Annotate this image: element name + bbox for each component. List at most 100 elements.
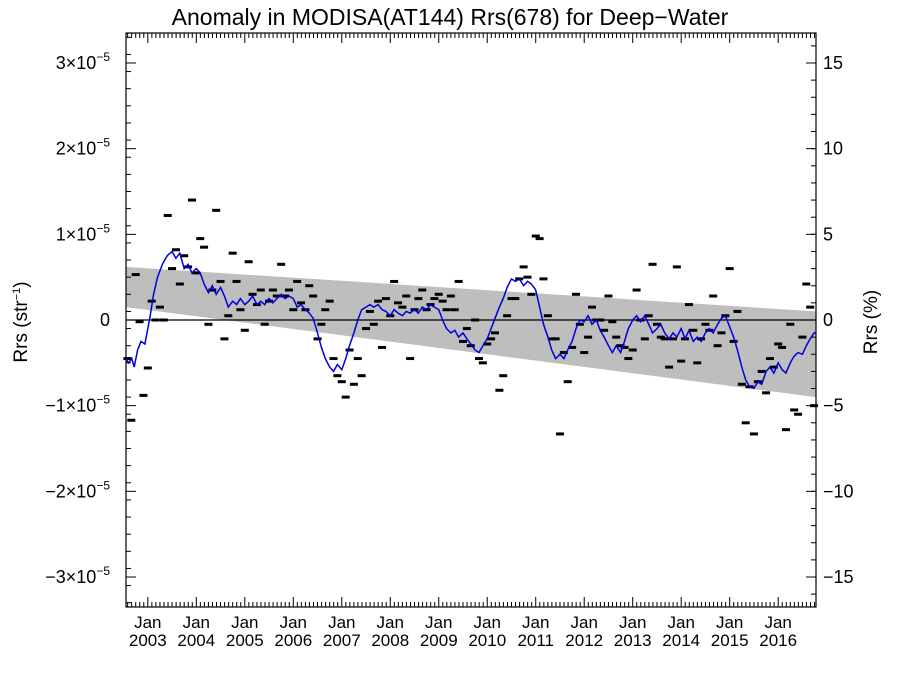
anomaly-marker — [778, 345, 787, 349]
anomaly-marker — [155, 305, 164, 309]
anomaly-marker — [184, 265, 193, 269]
anomaly-marker — [450, 308, 459, 312]
anomaly-marker — [369, 322, 378, 326]
anomaly-marker — [305, 284, 314, 288]
anomaly-marker — [568, 345, 577, 349]
anomaly-marker — [531, 234, 540, 238]
y-tick-label-right: −10 — [823, 481, 854, 501]
anomaly-marker — [559, 351, 568, 355]
anomaly-marker — [151, 318, 160, 322]
anomaly-marker — [434, 292, 443, 296]
anomaly-marker — [414, 297, 423, 301]
anomaly-marker — [398, 305, 407, 309]
x-tick-label-year: 2003 — [129, 631, 167, 650]
anomaly-marker — [749, 432, 758, 436]
anomaly-marker — [725, 267, 734, 271]
anomaly-marker — [620, 345, 629, 349]
anomaly-marker — [491, 331, 500, 335]
anomaly-marker — [701, 322, 710, 326]
anomaly-marker — [297, 301, 306, 305]
anomaly-marker — [757, 369, 766, 373]
x-tick-label-month: Jan — [571, 613, 598, 632]
anomaly-marker — [147, 299, 156, 303]
confidence-band — [126, 266, 816, 398]
x-tick-label-year: 2007 — [323, 631, 361, 650]
anomaly-marker — [741, 421, 750, 425]
anomaly-marker — [313, 337, 322, 341]
anomaly-marker — [495, 388, 504, 392]
anomaly-marker — [697, 337, 706, 341]
x-tick-label-year: 2008 — [371, 631, 409, 650]
anomaly-marker — [713, 344, 722, 348]
smoothed-line — [125, 250, 816, 390]
anomaly-marker — [794, 412, 803, 416]
x-tick-label-month: Jan — [183, 613, 210, 632]
anomaly-marker — [717, 331, 726, 335]
anomaly-marker — [543, 314, 552, 318]
anomaly-marker — [390, 279, 399, 283]
y-tick-label-right: −15 — [823, 567, 854, 587]
anomaly-marker — [511, 297, 520, 301]
anomaly-marker — [374, 299, 383, 303]
anomaly-marker — [265, 299, 274, 303]
anomaly-marker — [806, 305, 815, 309]
anomaly-marker — [644, 314, 653, 318]
y-tick-label-left: −2×10−5 — [45, 478, 110, 501]
y-tick-label-exponent: −5 — [96, 393, 110, 407]
anomaly-marker — [608, 320, 617, 324]
anomaly-marker — [168, 267, 177, 271]
anomaly-marker — [216, 279, 225, 283]
anomaly-marker — [503, 314, 512, 318]
anomaly-marker — [180, 254, 189, 258]
anomaly-marker — [580, 351, 589, 355]
x-tick-label-month: Jan — [328, 613, 355, 632]
anomaly-marker — [571, 292, 580, 296]
anomaly-marker — [475, 357, 484, 361]
anomaly-marker — [483, 342, 492, 346]
y-tick-label-left: 0 — [100, 310, 110, 330]
x-tick-label-year: 2005 — [226, 631, 264, 650]
anomaly-marker — [802, 282, 811, 286]
anomaly-marker — [539, 277, 548, 281]
x-tick-label-year: 2015 — [711, 631, 749, 650]
y-tick-label-right: 15 — [823, 53, 843, 73]
anomaly-marker — [321, 308, 330, 312]
anomaly-marker — [616, 344, 625, 348]
x-tick-label-month: Jan — [425, 613, 452, 632]
anomaly-marker — [632, 288, 641, 292]
anomaly-marker — [204, 322, 213, 326]
anomaly-marker — [240, 328, 249, 332]
anomaly-marker — [689, 328, 698, 332]
anomaly-marker — [187, 198, 196, 202]
anomaly-marker — [781, 428, 790, 432]
x-tick-label-year: 2004 — [177, 631, 215, 650]
y-tick-label-left: 2×10−5 — [56, 136, 111, 159]
anomaly-marker — [341, 395, 350, 399]
anomaly-marker — [737, 382, 746, 386]
anomaly-marker — [478, 361, 487, 365]
anomaly-marker — [624, 357, 633, 361]
x-tick-label-year: 2014 — [662, 631, 700, 650]
anomaly-marker — [636, 318, 645, 322]
anomaly-marker — [774, 342, 783, 346]
y-tick-label-right: 0 — [823, 310, 833, 330]
x-tick-label-month: Jan — [134, 613, 161, 632]
anomaly-marker — [660, 337, 669, 341]
y-tick-label-exponent: −5 — [96, 136, 110, 150]
anomaly-marker — [357, 374, 366, 378]
y-tick-label-left: 3×10−5 — [56, 50, 111, 73]
anomaly-marker — [790, 408, 799, 412]
anomaly-marker — [458, 339, 467, 343]
anomaly-marker — [762, 391, 771, 395]
anomaly-marker — [381, 297, 390, 301]
x-tick-label-year: 2010 — [468, 631, 506, 650]
anomaly-marker — [729, 339, 738, 343]
anomaly-marker — [672, 265, 681, 269]
anomaly-marker — [600, 328, 609, 332]
anomaly-marker — [163, 213, 172, 217]
y-tick-label-exponent: −5 — [96, 221, 110, 235]
x-tick-label-year: 2006 — [274, 631, 312, 650]
anomaly-marker — [277, 262, 286, 266]
anomaly-marker — [309, 294, 318, 298]
x-tick-label-month: Jan — [667, 613, 694, 632]
